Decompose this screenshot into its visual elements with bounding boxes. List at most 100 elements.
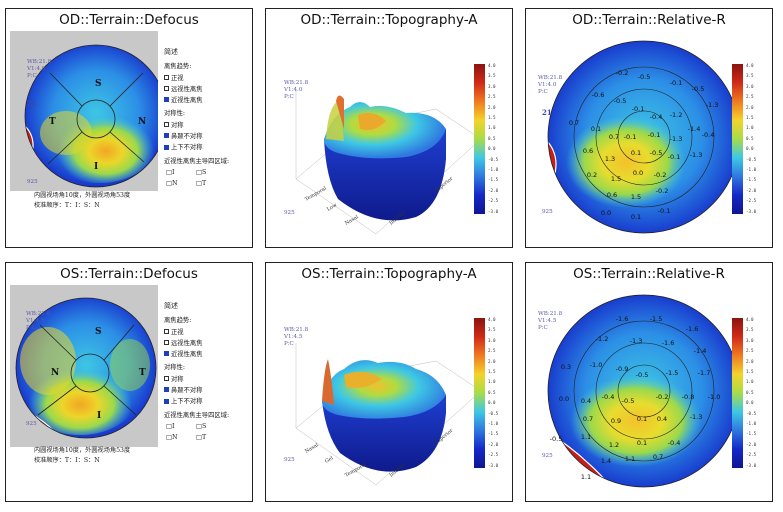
relative-value-label: 0.7 (583, 415, 593, 423)
colorbar-tick-label: 4.0 (488, 63, 496, 68)
colorbar-tick-label: 3.5 (746, 327, 754, 333)
relative-value-label: 0.3 (561, 363, 571, 371)
symmetry-option[interactable]: 鼻颞不对称 (164, 131, 229, 142)
relative-value-label: -1.5 (666, 369, 679, 377)
defocus-map: S T N I WB:21.8 V1:4.0 P:C 21 925 (10, 31, 158, 191)
relative-value-label: 0.1 (591, 125, 601, 133)
map-info-line: WB:21.8 (284, 80, 309, 86)
relative-map: -1.6 -1.5-1.6-1.2 -1.3 -1.6-1.40.3 -1.0 -0.9-… (537, 294, 741, 488)
relative-value-label: -0.5 (622, 397, 635, 405)
relative-value-label: -0.4 (668, 439, 681, 447)
colorbar-tick-label: 3.5 (488, 327, 496, 333)
colorbar-tick-label: -1.5 (488, 431, 499, 437)
colorbar-tick-label: 1.0 (488, 125, 496, 131)
relative-value-label: -1.0 (590, 361, 603, 369)
map-info-line: WB:21.8 (26, 311, 51, 317)
relative-value-label: -0.5 (550, 435, 563, 443)
colorbar-tick-label: 2.0 (746, 358, 754, 364)
symmetry-option[interactable]: 对称 (164, 374, 229, 385)
symmetry-option[interactable]: 鼻颞不对称 (164, 385, 229, 396)
colorbar-tick-label: -1.0 (746, 421, 757, 427)
checkbox-checked-icon[interactable] (164, 144, 169, 150)
trend-option[interactable]: 正视 (164, 73, 229, 84)
map-info-line: WB:21.8 (27, 59, 52, 65)
colorbar-tick-label: -0.5 (488, 410, 499, 416)
checkbox-checked-icon[interactable] (164, 133, 169, 139)
checkbox-checked-icon[interactable] (164, 387, 169, 393)
colorbar-tick-label: 0.0 (488, 400, 496, 406)
checkbox-checked-icon[interactable] (164, 398, 169, 404)
checkbox-icon[interactable] (164, 328, 169, 334)
axis-label: Temporal (344, 461, 368, 478)
colorbar-tick-label: 0.0 (746, 400, 754, 406)
colorbar-tick-label: -2.0 (488, 187, 499, 193)
topography-3d-plot: Temporal Low Nasal Inferior Superior WB:… (283, 80, 482, 235)
colorbar-tick-label: -1.0 (746, 167, 757, 173)
relative-value-label: -0.5 (692, 85, 705, 93)
axis-label: Temporal (304, 185, 328, 202)
colorbar-tick-label: 2.5 (488, 348, 496, 354)
colorbar-tick-label: -0.5 (746, 410, 757, 416)
relative-value-label: -1.2 (670, 111, 683, 119)
checkbox-icon[interactable] (164, 122, 169, 128)
colorbar-tick-label: 2.5 (746, 94, 754, 100)
colorbar-tick-label: -3.0 (488, 462, 499, 468)
symmetry-title: 对称性: (164, 364, 186, 372)
checkbox-checked-icon[interactable] (164, 351, 169, 357)
topography-3d-plot: Nasal Gel Temporal Inferior Superior WB:… (283, 327, 482, 486)
relative-value-label: -0.4 (702, 131, 715, 139)
colorbar-tick-label: -1.0 (488, 421, 499, 427)
relative-value-label: 1.1 (581, 433, 591, 441)
relative-value-label: 0.7 (569, 119, 579, 127)
symmetry-option[interactable]: 上下不对称 (164, 396, 229, 407)
colorbar-tick-label: 3.0 (746, 83, 754, 89)
colorbar-tick-label: -2.5 (488, 452, 499, 458)
symmetry-option[interactable]: 上下不对称 (164, 142, 229, 153)
colorbar-tick-label: 4.0 (746, 63, 754, 68)
trend-title: 离焦趋势: (164, 63, 192, 71)
trend-option[interactable]: 远视性离焦 (164, 84, 229, 95)
relative-value-label: -0.8 (682, 393, 695, 401)
colorbar-ticks: 4.0 3.5 3.0 2.5 2.0 1.5 1.0 0.5 0.0 -0.5 -1.0 -1.5 -… (488, 61, 498, 217)
colorbar-tick-label: 4.0 (488, 317, 496, 322)
sector-label-right: N (138, 117, 146, 127)
colorbar-tick-label: 0.5 (488, 135, 496, 141)
map-info-line: V1:4.0 (26, 66, 46, 72)
edge-label: 21 (542, 108, 552, 117)
map-info-line: V1:4.0 (537, 82, 557, 88)
relative-value-label: -1.0 (708, 393, 721, 401)
checkbox-icon[interactable] (164, 340, 169, 346)
colorbar-tick-label: -2.0 (488, 441, 499, 447)
sector-label-bottom: I (94, 162, 98, 172)
relative-value-label: -0.1 (658, 207, 671, 215)
colorbar-tick-label: -0.5 (746, 156, 757, 162)
checkbox-icon[interactable] (164, 376, 169, 382)
checkbox-checked-icon[interactable] (164, 97, 169, 103)
relative-value-label: 0.6 (607, 191, 617, 199)
relative-value-label: -0.5 (614, 97, 627, 105)
sector-label-top: S (95, 79, 102, 89)
panel-title: OD::Terrain::Topography-A (300, 12, 478, 28)
checkbox-icon[interactable] (164, 86, 169, 92)
panel-od-topography: OD::Terrain::Topography-A Temporal Low N… (265, 8, 513, 248)
relative-value-label: -1.3 (706, 101, 719, 109)
symmetry-option[interactable]: 对称 (164, 120, 229, 131)
trend-option[interactable]: 正视 (164, 327, 229, 338)
trend-option[interactable]: 近视性离焦 (164, 95, 229, 106)
map-info-line: WB:21.8 (284, 327, 309, 333)
relative-value-label: -0.1 (670, 79, 683, 87)
colorbar-tick-label: -2.0 (746, 187, 757, 193)
map-info-line: V1:4.0 (283, 87, 303, 93)
trend-option[interactable]: 远视性离焦 (164, 338, 229, 349)
legend-heading: 简述 (164, 48, 178, 56)
panel-title: OS::Terrain::Topography-A (301, 266, 477, 282)
relative-value-label: -0.1 (632, 105, 645, 113)
relative-value-label: -1.4 (688, 125, 701, 133)
relative-value-label: 0.0 (601, 209, 611, 217)
relative-value-label: 1.4 (601, 457, 611, 465)
quadrant-row: □I □S (166, 422, 207, 430)
relative-value-label: -0.2 (656, 187, 669, 195)
trend-option[interactable]: 近视性离焦 (164, 349, 229, 360)
relative-value-label: 1.1 (625, 455, 635, 463)
checkbox-icon[interactable] (164, 74, 169, 80)
